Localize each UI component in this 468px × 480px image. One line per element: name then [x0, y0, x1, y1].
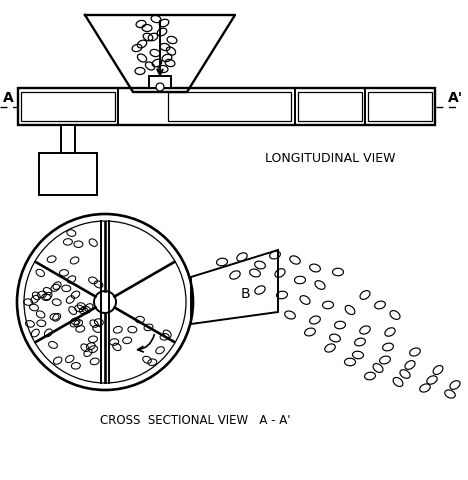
Bar [168, 92, 291, 121]
Text: CROSS  SECTIONAL VIEW   A - A': CROSS SECTIONAL VIEW A - A' [100, 413, 290, 427]
Text: A: A [3, 92, 14, 106]
Bar [298, 92, 362, 121]
Text: A': A' [448, 92, 463, 106]
Circle shape [94, 291, 116, 313]
Bar [368, 92, 432, 121]
Text: B: B [240, 287, 250, 301]
Bar [39, 153, 97, 195]
Bar [21, 92, 115, 121]
Circle shape [17, 214, 193, 390]
Circle shape [156, 83, 164, 91]
Bar [18, 88, 435, 125]
Bar [61, 125, 75, 153]
Text: LONGITUDINAL VIEW: LONGITUDINAL VIEW [265, 152, 395, 165]
Bar [149, 76, 171, 88]
